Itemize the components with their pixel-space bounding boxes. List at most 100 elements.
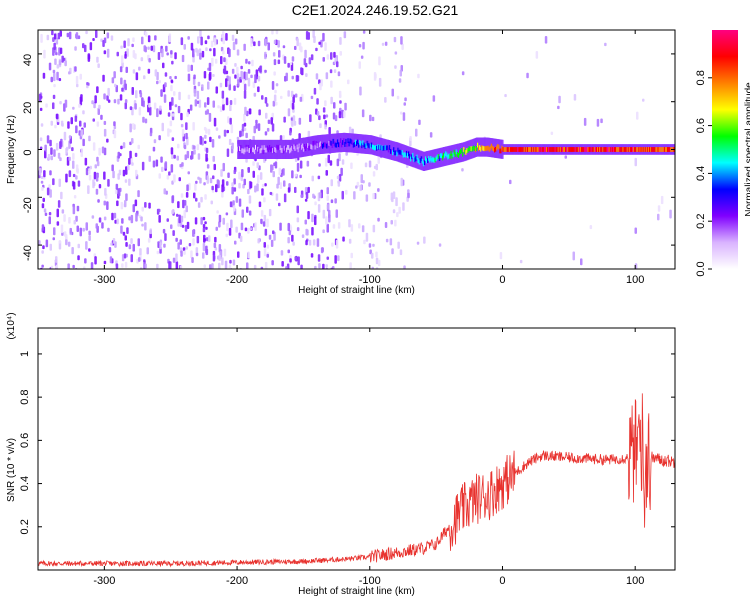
noise-cell (401, 43, 404, 50)
noise-cell (170, 147, 174, 155)
noise-cell (331, 242, 334, 247)
noise-cell (38, 240, 41, 245)
noise-cell (311, 175, 314, 182)
noise-cell (124, 235, 127, 241)
noise-cell (94, 95, 97, 104)
noise-cell (204, 102, 207, 108)
noise-cell (381, 42, 385, 46)
noise-cell (209, 177, 213, 184)
noise-cell (222, 35, 225, 45)
noise-cell (251, 59, 254, 67)
noise-cell (228, 138, 232, 146)
noise-cell (350, 252, 353, 259)
noise-cell (385, 238, 389, 243)
noise-cell (429, 132, 433, 138)
noise-cell (392, 209, 396, 214)
noise-cell (273, 94, 277, 102)
noise-cell (334, 198, 337, 204)
noise-cell (351, 128, 354, 135)
noise-cell (73, 220, 76, 225)
noise-cell (158, 215, 161, 223)
noise-cell (149, 228, 152, 235)
noise-cell (228, 48, 231, 58)
noise-cell (156, 108, 159, 118)
noise-cell (202, 252, 205, 259)
noise-cell (218, 254, 221, 261)
noise-cell (205, 245, 208, 254)
noise-cell (96, 121, 100, 127)
noise-cell (164, 72, 168, 77)
noise-cell (46, 187, 50, 196)
noise-cell (197, 81, 201, 87)
noise-cell (305, 191, 309, 199)
noise-cell (636, 111, 639, 120)
noise-cell (222, 162, 225, 172)
noise-cell (274, 89, 277, 94)
noise-cell (642, 98, 645, 102)
noise-cell (184, 225, 188, 232)
noise-cell (149, 132, 153, 137)
noise-cell (288, 230, 292, 236)
noise-cell (52, 94, 56, 99)
noise-cell (233, 187, 237, 192)
noise-cell (279, 182, 283, 189)
noise-cell (275, 193, 279, 201)
noise-cell (207, 128, 211, 135)
noise-cell (188, 243, 192, 247)
noise-cell (39, 137, 43, 142)
noise-cell (369, 114, 372, 122)
noise-cell (201, 84, 204, 91)
noise-cell (573, 94, 577, 101)
noise-cell (56, 113, 59, 120)
noise-cell (287, 187, 291, 193)
noise-cell (332, 224, 336, 229)
noise-cell (283, 56, 287, 64)
noise-cell (318, 115, 321, 121)
noise-cell (95, 30, 98, 38)
noise-cell (171, 153, 174, 160)
noise-cell (423, 236, 426, 244)
noise-cell (125, 166, 128, 175)
noise-cell (96, 86, 99, 94)
noise-cell (248, 108, 252, 115)
noise-cell (177, 201, 180, 209)
noise-cell (252, 161, 255, 166)
noise-cell (156, 250, 160, 255)
noise-cell (243, 122, 247, 127)
noise-cell (94, 164, 97, 169)
noise-cell (39, 146, 43, 150)
noise-cell (373, 165, 377, 169)
noise-cell (257, 250, 261, 259)
noise-cell (317, 254, 321, 262)
noise-cell (398, 206, 401, 214)
noise-cell (194, 99, 198, 107)
noise-cell (96, 156, 99, 162)
noise-cell (38, 168, 42, 176)
noise-cell (296, 227, 300, 232)
noise-cell (359, 184, 362, 192)
noise-cell (272, 230, 275, 235)
noise-cell (192, 48, 195, 58)
noise-cell (82, 110, 85, 115)
noise-cell (257, 123, 261, 131)
noise-cell (159, 105, 162, 111)
noise-cell (58, 240, 62, 244)
noise-cell (375, 251, 378, 258)
noise-cell (149, 127, 153, 134)
noise-cell (113, 71, 116, 79)
noise-cell (140, 57, 144, 62)
noise-cell (207, 35, 210, 40)
noise-cell (169, 129, 172, 133)
noise-cell (103, 171, 106, 180)
noise-cell (141, 206, 144, 212)
noise-cell (322, 263, 325, 269)
noise-cell (363, 239, 366, 245)
noise-cell (52, 102, 55, 110)
ridge-cell (659, 147, 662, 152)
noise-cell (96, 161, 100, 167)
noise-cell (212, 74, 215, 77)
noise-cell (348, 238, 352, 244)
noise-cell (375, 257, 379, 265)
noise-cell (121, 263, 124, 268)
noise-cell (116, 200, 119, 207)
